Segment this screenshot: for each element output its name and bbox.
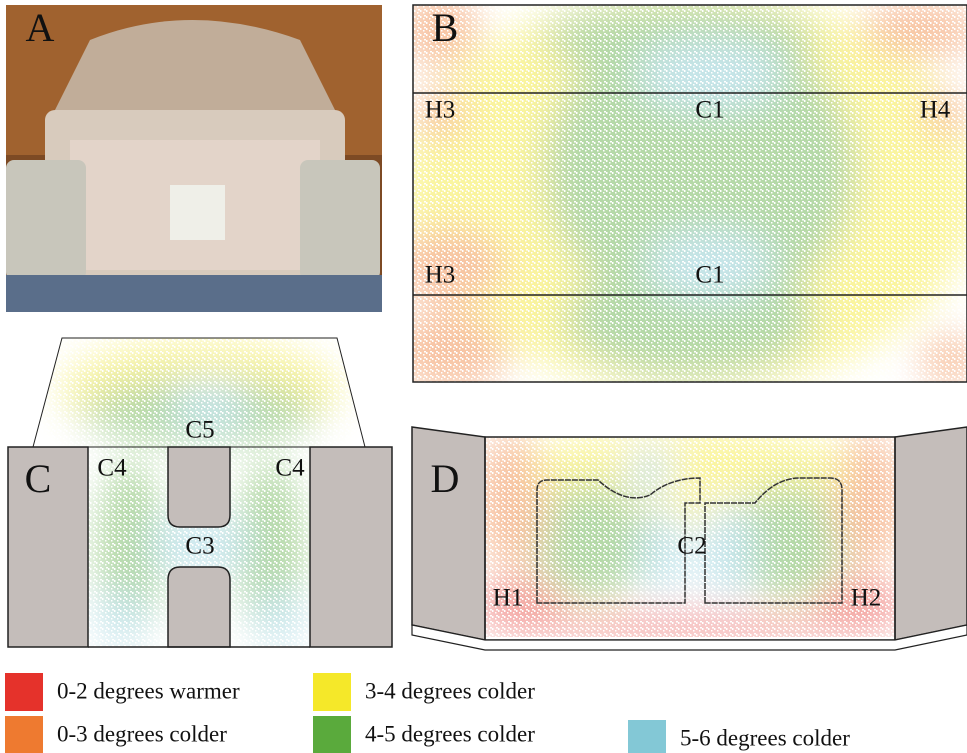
zone-label: C3 (185, 533, 214, 560)
zone-label: C4 (97, 455, 127, 482)
zone-label: C1 (695, 97, 724, 124)
side-wall (310, 447, 392, 647)
zone-label: H1 (493, 585, 524, 612)
zone-label: H3 (425, 97, 456, 124)
legend-swatch (313, 716, 351, 753)
legend-label: 0-2 degrees warmer (57, 678, 240, 703)
legend-label: 4-5 degrees colder (365, 721, 535, 746)
zone-label: H3 (425, 262, 456, 289)
side-wall (895, 427, 967, 640)
legend-swatch (313, 673, 351, 711)
heatmap-b (390, 0, 967, 390)
port (168, 567, 230, 647)
zone-label: C1 (695, 262, 724, 289)
panel-letter: C (25, 456, 52, 501)
panel-letter: A (26, 5, 55, 50)
legend-label: 3-4 degrees colder (365, 678, 535, 703)
legend: 0-2 degrees warmer 3-4 degrees colder 0-3 … (5, 673, 850, 753)
panel-letter: D (431, 456, 460, 501)
figure: A B H3 C1 H4 H3 C1 (0, 0, 967, 753)
legend-swatch (628, 720, 666, 753)
legend-swatch (5, 673, 43, 711)
zone-label: C4 (275, 455, 305, 482)
legend-label: 5-6 degrees colder (680, 725, 850, 750)
port (168, 447, 230, 527)
panel-letter: B (432, 5, 459, 50)
legend-label: 0-3 degrees colder (57, 721, 227, 746)
zone-label: H4 (920, 97, 951, 124)
zone-label: C5 (185, 417, 214, 444)
photo-panel (6, 5, 382, 312)
zone-label: H2 (851, 585, 882, 612)
legend-swatch (5, 716, 43, 753)
zone-label: C2 (677, 533, 706, 560)
